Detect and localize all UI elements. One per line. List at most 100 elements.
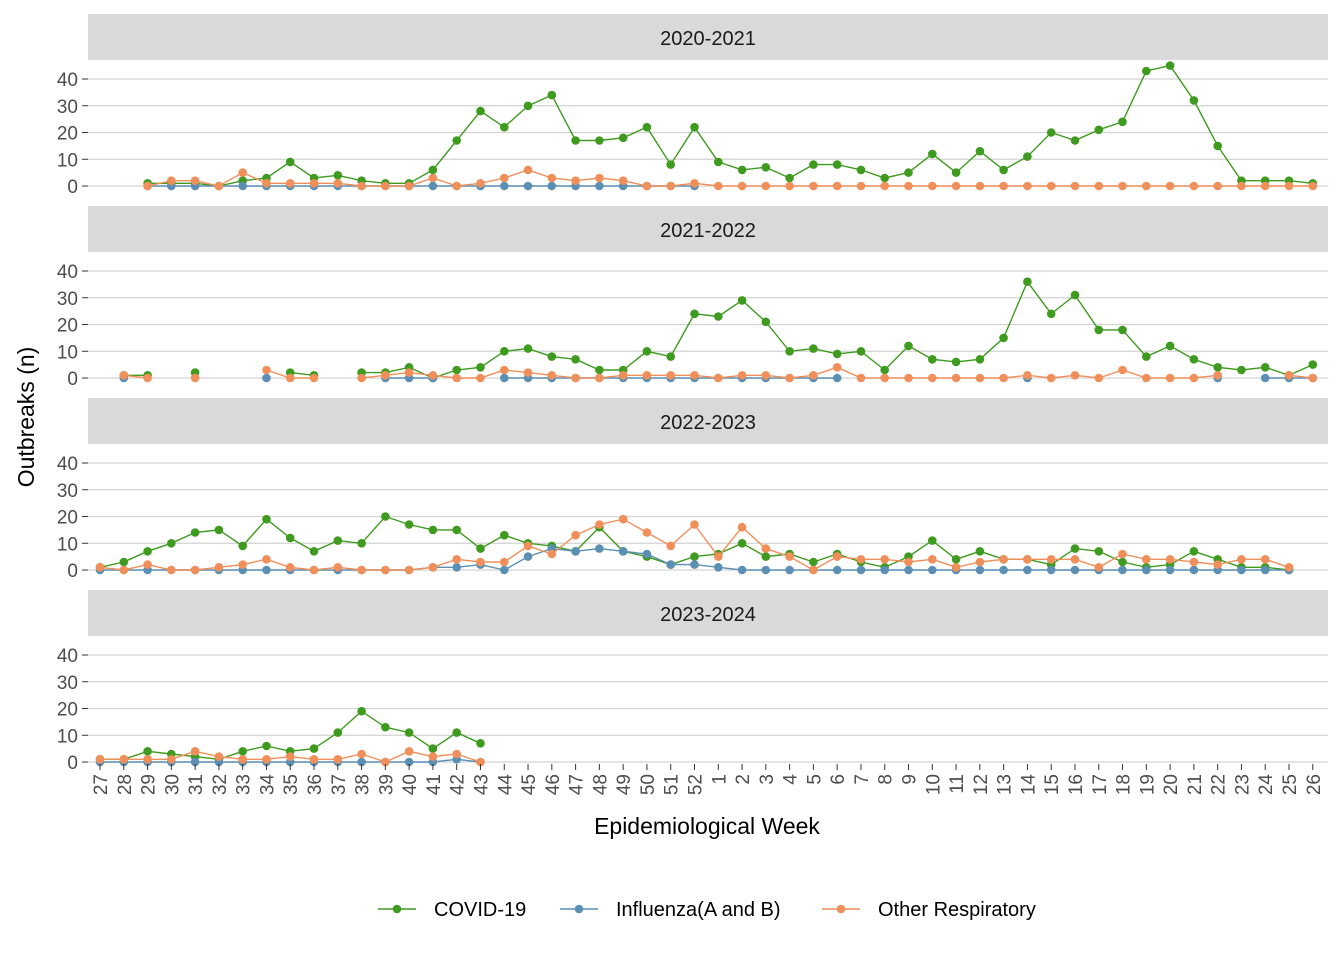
legend-label: COVID-19 (434, 899, 526, 921)
data-point (476, 757, 485, 767)
data-point (119, 371, 129, 380)
data-point (880, 565, 889, 575)
data-point (309, 565, 319, 575)
x-tick-label: 21 (1185, 774, 1206, 795)
data-point (190, 757, 200, 767)
data-point (1260, 373, 1270, 383)
data-point (809, 557, 818, 567)
data-point (262, 514, 271, 524)
data-point (1142, 373, 1151, 383)
y-tick-label: 40 (57, 70, 78, 91)
data-point (856, 373, 866, 383)
data-point (714, 373, 723, 383)
data-point (856, 181, 866, 191)
data-point (285, 533, 295, 543)
data-point (856, 347, 866, 356)
data-point (1023, 277, 1032, 287)
x-tick-label: 30 (162, 774, 183, 795)
y-tick-label: 0 (67, 369, 78, 390)
data-point (143, 547, 152, 556)
data-point (1023, 181, 1032, 191)
data-point (143, 747, 152, 756)
x-tick-label: 24 (1256, 774, 1277, 796)
series-other-respiratory (119, 363, 1318, 383)
data-point (285, 373, 295, 383)
x-tick-label: 36 (305, 774, 326, 795)
data-point (190, 747, 200, 756)
data-point (761, 317, 771, 327)
data-point (1118, 365, 1127, 375)
data-point (642, 528, 652, 537)
data-point (119, 565, 129, 575)
x-tick-label: 7 (852, 774, 873, 785)
data-point (381, 757, 390, 767)
data-point (1142, 181, 1151, 191)
data-point (999, 555, 1008, 564)
y-tick-label: 10 (57, 150, 78, 171)
data-point (1142, 565, 1151, 575)
data-point (428, 165, 438, 175)
x-axis: 27 28 29 30 31 32 33 34 35 36 37 38 39 40 41 42 43 44 45 46… (91, 764, 1325, 795)
data-point (904, 168, 913, 177)
data-point (1237, 555, 1246, 564)
data-point (571, 547, 580, 556)
data-point (500, 122, 509, 132)
data-point (1165, 181, 1175, 191)
data-point (785, 173, 794, 183)
data-point (809, 181, 818, 191)
data-point (1142, 555, 1151, 564)
data-point (1070, 371, 1080, 380)
data-point (1165, 341, 1175, 351)
data-point (309, 744, 319, 753)
data-point (880, 373, 889, 383)
data-point (500, 173, 509, 183)
x-tick-label: 32 (210, 774, 231, 795)
data-point (1189, 557, 1199, 567)
data-point (404, 181, 414, 191)
x-tick-label: 28 (115, 774, 136, 795)
x-tick-label: 1 (709, 774, 730, 785)
data-point (832, 181, 842, 191)
x-tick-label: 46 (543, 774, 564, 795)
x-tick-label: 33 (234, 774, 255, 795)
data-point (1284, 371, 1294, 380)
data-point (951, 181, 961, 191)
x-tick-label: 4 (781, 774, 802, 785)
data-point (714, 563, 723, 572)
data-point (476, 373, 485, 383)
data-point (404, 520, 414, 529)
data-point (1308, 360, 1318, 369)
data-point (404, 747, 414, 756)
data-point (832, 373, 842, 383)
data-point (856, 555, 866, 564)
y-tick-label: 10 (57, 726, 78, 747)
data-point (238, 755, 247, 764)
data-point (190, 528, 200, 537)
series-line (147, 169, 1313, 187)
data-point (595, 520, 604, 529)
data-point (285, 752, 295, 761)
data-point (1165, 373, 1175, 383)
legend-item-influenza-a-and-b: Influenza(A and B) (560, 899, 781, 921)
data-point (190, 565, 200, 575)
data-point (737, 539, 747, 548)
data-point (666, 541, 675, 551)
data-point (238, 181, 247, 191)
data-point (1070, 290, 1080, 300)
data-point (309, 755, 319, 764)
x-tick-label: 43 (472, 774, 493, 795)
data-point (333, 179, 343, 188)
x-tick-label: 2 (733, 774, 754, 785)
data-point (618, 133, 628, 143)
data-point (690, 371, 699, 380)
data-point (690, 122, 699, 132)
data-point (904, 373, 913, 383)
y-tick-label: 40 (57, 262, 78, 283)
data-point (1189, 96, 1199, 105)
data-point (1260, 555, 1270, 564)
data-point (357, 373, 366, 383)
data-point (143, 755, 152, 764)
data-point (523, 181, 533, 191)
data-point (452, 373, 462, 383)
legend-item-other-respiratory: Other Respiratory (822, 899, 1036, 921)
